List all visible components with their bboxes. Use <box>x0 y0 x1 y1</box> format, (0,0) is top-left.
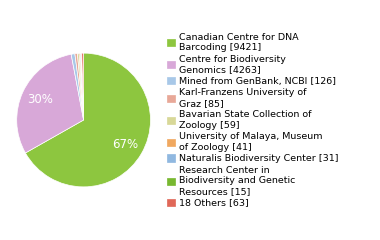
Wedge shape <box>71 54 84 120</box>
Text: 30%: 30% <box>27 93 53 106</box>
Text: 67%: 67% <box>112 138 138 151</box>
Wedge shape <box>78 53 84 120</box>
Wedge shape <box>81 53 84 120</box>
Wedge shape <box>17 54 84 153</box>
Wedge shape <box>25 53 150 187</box>
Wedge shape <box>82 53 84 120</box>
Legend: Canadian Centre for DNA
Barcoding [9421], Centre for Biodiversity
Genomics [4263: Canadian Centre for DNA Barcoding [9421]… <box>167 33 338 207</box>
Wedge shape <box>79 53 84 120</box>
Wedge shape <box>80 53 84 120</box>
Wedge shape <box>75 54 84 120</box>
